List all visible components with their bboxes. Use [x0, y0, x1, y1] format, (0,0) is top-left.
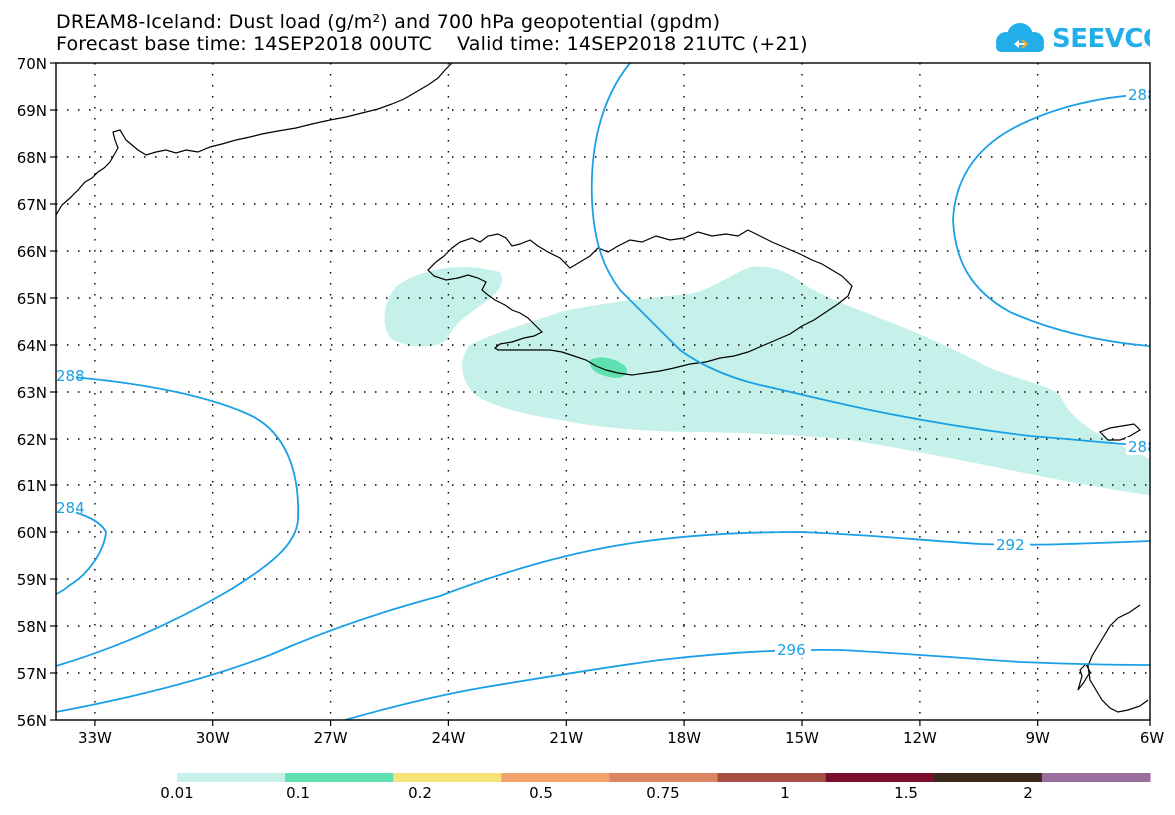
- colorbar-segment: [933, 773, 1043, 782]
- colorbar-segment: [609, 773, 719, 782]
- lat-label: 57N: [17, 665, 47, 683]
- geopotential-contours: [55, 62, 1151, 721]
- lon-label: 15W: [785, 729, 819, 747]
- lat-label: 60N: [17, 524, 47, 542]
- colorbar: [177, 773, 1151, 782]
- scotland-coast: [1087, 604, 1149, 713]
- dust-speck: [585, 317, 602, 324]
- lon-label: 18W: [667, 729, 701, 747]
- contour-label: 292: [996, 536, 1025, 554]
- lon-label: 27W: [314, 729, 348, 747]
- colorbar-label: 0.2: [408, 784, 432, 802]
- contour-288-west-loop: [55, 375, 300, 667]
- lon-labels: 33W 30W 27W 24W 21W 18W 15W 12W 9W 6W: [78, 729, 1164, 747]
- colorbar-label: 1: [780, 784, 790, 802]
- colorbar-segment: [177, 773, 286, 782]
- colorbar-label: 1.5: [894, 784, 918, 802]
- dust-plume-west: [384, 267, 502, 347]
- contour-label: 288: [56, 367, 85, 385]
- lon-label: 12W: [903, 729, 937, 747]
- lat-label: 56N: [17, 712, 47, 730]
- dust-load-layer: [384, 266, 1150, 495]
- lat-label: 61N: [17, 477, 47, 495]
- lon-axis: [94, 720, 1151, 726]
- lat-labels: 70N 69N 68N 67N 66N 65N 64N 63N 62N 61N …: [17, 55, 47, 730]
- contour-288-north-arc: [590, 62, 1151, 447]
- contour-label-group: 288 284 292 296 288 288: [52, 85, 1157, 659]
- contour-label: 284: [56, 499, 85, 517]
- lat-label: 70N: [17, 55, 47, 73]
- colorbar-label: 0.01: [160, 784, 194, 802]
- lat-label: 69N: [17, 102, 47, 120]
- lat-label: 67N: [17, 196, 47, 214]
- lon-label: 33W: [78, 729, 112, 747]
- iceland-coast: [427, 229, 853, 376]
- lon-label: 9W: [1026, 729, 1051, 747]
- lat-label: 66N: [17, 243, 47, 261]
- seevccc-logo: [996, 23, 1044, 52]
- colorbar-label: 0.1: [286, 784, 310, 802]
- colorbar-segment: [501, 773, 610, 782]
- contour-284-west: [55, 507, 107, 595]
- lon-label: 24W: [431, 729, 465, 747]
- cloud-icon: [996, 23, 1044, 52]
- greenland-coast: [55, 62, 453, 216]
- lat-label: 63N: [17, 384, 47, 402]
- lat-label: 64N: [17, 337, 47, 355]
- lon-label: 30W: [196, 729, 230, 747]
- map-title: DREAM8-Iceland: Dust load (g/m²) and 700…: [56, 11, 721, 33]
- lat-axis: [50, 62, 56, 721]
- colorbar-segment: [393, 773, 502, 782]
- faroe-islands: [1098, 423, 1141, 441]
- coastlines: [55, 62, 1149, 713]
- contour-label: 296: [777, 641, 806, 659]
- colorbar-segment: [1041, 773, 1151, 782]
- map-subtitle: Forecast base time: 14SEP2018 00UTC Vali…: [56, 33, 808, 55]
- lat-label: 59N: [17, 571, 47, 589]
- lon-label: 6W: [1140, 729, 1165, 747]
- lon-label: 21W: [549, 729, 583, 747]
- lat-label: 62N: [17, 431, 47, 449]
- colorbar-label: 2: [1023, 784, 1033, 802]
- lat-label: 65N: [17, 290, 47, 308]
- contour-ne-loop: [952, 93, 1151, 347]
- contour-296: [344, 648, 1151, 721]
- colorbar-label: 0.75: [646, 784, 680, 802]
- dust-plume-main: [462, 266, 1150, 495]
- colorbar-label: 0.5: [529, 784, 553, 802]
- colorbar-segment: [825, 773, 935, 782]
- contour-292: [55, 531, 1151, 713]
- hebrides: [1077, 662, 1091, 691]
- lat-label: 58N: [17, 618, 47, 636]
- lat-label: 68N: [17, 149, 47, 167]
- colorbar-segment: [717, 773, 827, 782]
- colorbar-segment: [285, 773, 394, 782]
